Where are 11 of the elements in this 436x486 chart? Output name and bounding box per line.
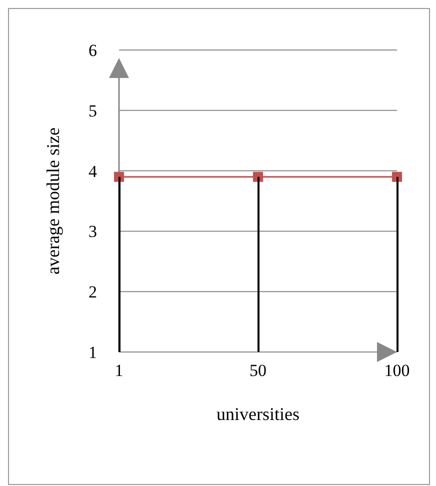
y-tick-label: 2 (88, 282, 97, 302)
x-tick-label: 100 (384, 361, 410, 380)
y-tick-label: 5 (88, 101, 97, 120)
y-tick-label: 6 (88, 40, 97, 60)
y-axis-title: average module size (43, 128, 63, 274)
x-axis-title: universities (216, 404, 300, 424)
x-tick-label: 50 (250, 361, 266, 380)
y-tick-label: 4 (88, 162, 98, 181)
x-tick-label: 1 (114, 361, 124, 380)
y-tick-label: 3 (88, 222, 97, 242)
y-tick-label: 1 (88, 342, 97, 362)
